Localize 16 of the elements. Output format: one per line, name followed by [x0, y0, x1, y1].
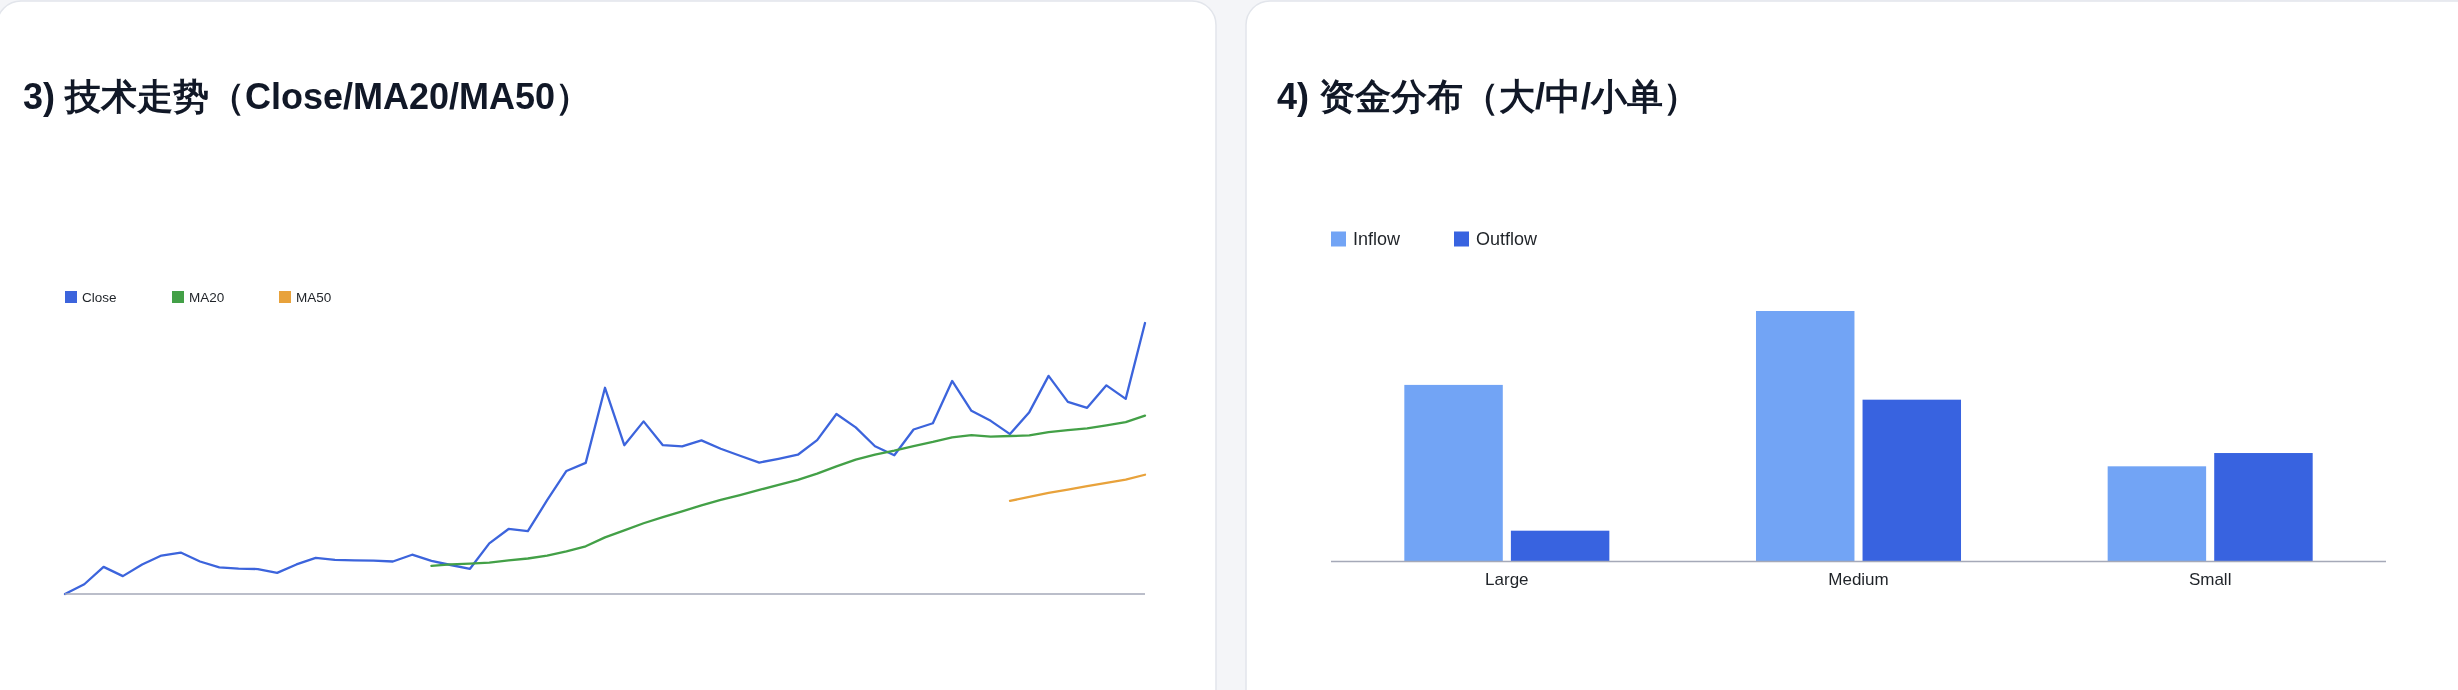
bar	[2107, 466, 2207, 562]
chart-title: 4) 资金分布（大/中/小单）	[1277, 76, 1700, 117]
legend-label: Inflow	[1353, 229, 1402, 249]
bar	[1404, 384, 1503, 562]
bar	[1510, 530, 1610, 562]
x-tick-label: Large	[1485, 569, 1529, 589]
chart-title: 3) 技术走势（Close/MA20/MA50）	[23, 76, 592, 117]
legend-label: Close	[82, 289, 117, 305]
x-tick-label: Small	[2188, 569, 2232, 589]
legend-label: Outflow	[1476, 229, 1539, 249]
legend-label: MA20	[189, 289, 225, 305]
bar	[2214, 453, 2313, 562]
bar	[1755, 311, 1855, 562]
bar	[1862, 399, 1962, 562]
x-tick-label: Medium	[1828, 569, 1889, 589]
legend-label: MA50	[296, 289, 332, 305]
